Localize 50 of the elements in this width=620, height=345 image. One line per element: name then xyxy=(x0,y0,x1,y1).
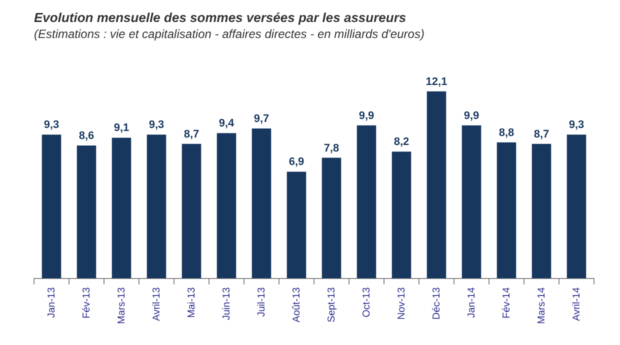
data-label: 8,7 xyxy=(184,128,200,140)
bar xyxy=(532,144,552,278)
bar xyxy=(496,142,516,278)
bar xyxy=(462,125,482,278)
x-tick-label: Déc-13 xyxy=(431,286,442,320)
x-tick-label: Nov-13 xyxy=(396,286,408,320)
data-label: 8,8 xyxy=(498,126,514,139)
x-tick-label: Oct-13 xyxy=(361,286,372,318)
data-label: 9,3 xyxy=(148,119,164,132)
bar xyxy=(286,172,306,278)
bar xyxy=(252,128,272,278)
data-label: 9,4 xyxy=(218,118,236,130)
data-label: 9,3 xyxy=(568,119,584,132)
data-label: 9,9 xyxy=(358,110,374,122)
bar xyxy=(42,134,62,278)
x-tick-label: Août-13 xyxy=(291,286,302,322)
bar xyxy=(76,145,96,278)
data-label: 6,9 xyxy=(288,156,304,168)
bar xyxy=(112,138,132,278)
x-tick-label: Juil-13 xyxy=(256,286,268,317)
data-label: 8,7 xyxy=(534,128,550,140)
x-tick-label: Mai-13 xyxy=(186,286,198,318)
bar xyxy=(146,134,166,278)
x-tick-label: Fév-14 xyxy=(501,286,512,318)
data-label: 9,7 xyxy=(254,112,270,125)
data-label: 8,2 xyxy=(394,136,410,148)
chart-subtitle: (Estimations : vie et capitalisation - affaires directes - en milliards d'euros) xyxy=(34,27,424,41)
data-label: 9,1 xyxy=(114,122,130,134)
bar xyxy=(566,134,586,278)
bar xyxy=(182,144,202,278)
x-tick-label: Mars-13 xyxy=(116,286,128,324)
bar xyxy=(322,158,342,278)
data-label: 7,8 xyxy=(324,142,340,154)
data-label: 12,1 xyxy=(426,76,448,88)
x-tick-label: Sept-13 xyxy=(326,286,338,322)
x-tick-label: Jan-14 xyxy=(466,286,478,318)
x-tick-label: Juin-13 xyxy=(221,286,232,320)
data-label: 9,3 xyxy=(44,119,60,132)
x-tick-label: Mars-14 xyxy=(536,286,548,324)
data-label: 9,9 xyxy=(464,110,480,122)
bar xyxy=(392,152,412,278)
bar xyxy=(426,91,446,278)
chart-title: Evolution mensuelle des sommes versées par les assureurs xyxy=(34,10,406,25)
x-tick-label: Avril-14 xyxy=(571,286,582,322)
bar xyxy=(356,125,376,278)
x-tick-label: Jan-13 xyxy=(46,286,58,318)
data-label: 8,6 xyxy=(78,130,94,142)
bar xyxy=(216,133,236,278)
x-tick-label: Fév-13 xyxy=(81,286,92,318)
x-tick-label: Avril-13 xyxy=(151,286,162,322)
